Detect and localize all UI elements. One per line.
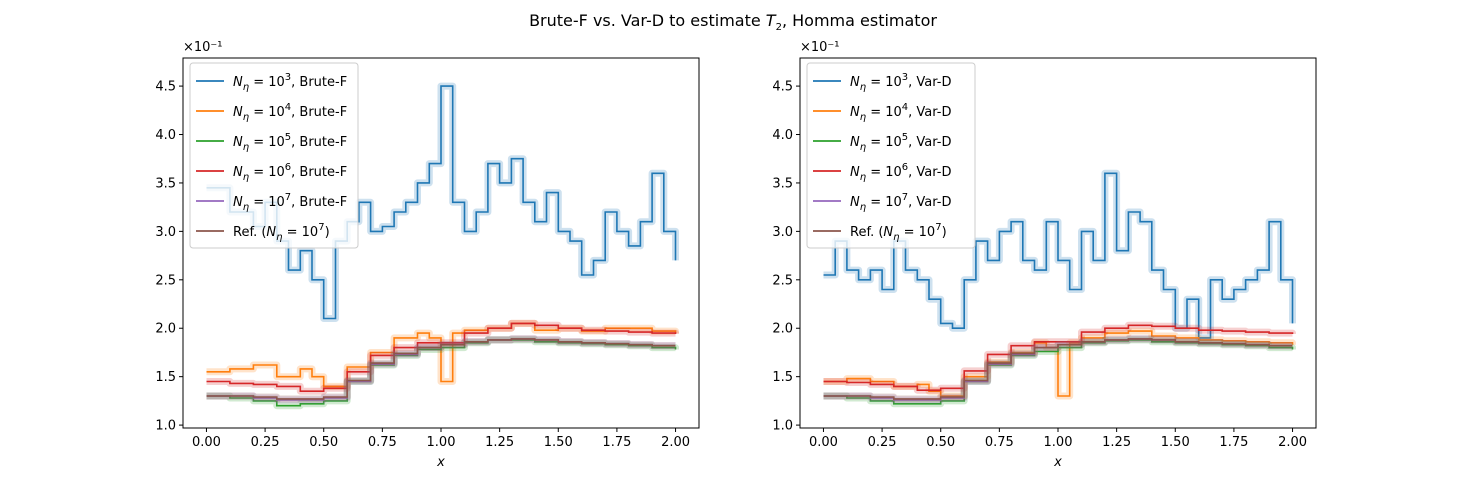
x-tick-label: 0.00 <box>192 435 221 450</box>
x-tick-label: 1.50 <box>544 435 573 450</box>
legend-entry-1e6: Nη = 106, Brute-F <box>233 162 347 183</box>
y-tick-label: 3.0 <box>772 225 793 240</box>
y-offset-text: ×10⁻¹ <box>183 40 223 55</box>
legend-entry-1e7: Nη = 107, Var-D <box>850 192 952 213</box>
legend-entry-ref: Ref. (Nη = 107) <box>850 222 947 243</box>
legend-entry-1e7: Nη = 107, Brute-F <box>233 192 347 213</box>
series-1e6-line <box>823 324 1294 391</box>
x-tick-label: 0.75 <box>985 435 1014 450</box>
legend-entry-1e3: Nη = 103, Var-D <box>850 72 952 93</box>
y-tick-label: 2.5 <box>155 273 176 288</box>
y-tick-label: 2.0 <box>155 322 176 337</box>
y-tick-label: 4.0 <box>772 128 793 143</box>
series-ref-line <box>823 338 1293 400</box>
x-tick-label: 0.25 <box>251 435 280 450</box>
left-subplot: 0.00 0.25 0.50 0.75 1.00 1.25 1.50 1.75 2.00 1.0 1… <box>155 40 700 470</box>
legend-entry-1e6: Nη = 106, Var-D <box>850 162 952 183</box>
y-tick-label: 1.0 <box>772 419 793 434</box>
y-tick-label: 1.5 <box>155 370 176 385</box>
legend-entry-1e4: Nη = 104, Var-D <box>850 102 952 123</box>
legend: Nη = 103, Brute-F Nη = 104, Brute-F Nη = 1… <box>189 62 359 249</box>
y-offset-text: ×10⁻¹ <box>800 40 840 55</box>
x-tick-label: 0.25 <box>868 435 897 450</box>
figure-title: Brute-F vs. Var-D to estimate T2, Homma … <box>529 11 937 33</box>
legend-entry-1e3: Nη = 103, Brute-F <box>233 72 347 93</box>
x-tick-label: 1.50 <box>1161 435 1190 450</box>
y-tick-label: 3.5 <box>155 176 176 191</box>
series-1e3-line <box>206 85 677 320</box>
legend-entry-1e4: Nη = 104, Brute-F <box>233 102 347 123</box>
x-tick-label: 1.00 <box>1044 435 1073 450</box>
plot-area <box>206 82 679 410</box>
series-ref-line <box>206 338 676 400</box>
y-tick-label: 3.5 <box>772 176 793 191</box>
series-1e6-line <box>206 322 677 392</box>
y-tick-label: 1.5 <box>772 370 793 385</box>
y-tick-label: 2.0 <box>772 322 793 337</box>
y-tick-label: 4.0 <box>155 128 176 143</box>
x-tick-label: 1.25 <box>1102 435 1131 450</box>
legend-entry-1e5: Nη = 105, Var-D <box>850 132 952 153</box>
x-tick-label: 0.00 <box>809 435 838 450</box>
x-tick-label: 0.75 <box>368 435 397 450</box>
x-tick-label: 1.75 <box>602 435 631 450</box>
legend-box <box>806 62 976 249</box>
legend-entry-1e5: Nη = 105, Brute-F <box>233 132 347 153</box>
x-tick-label: 2.00 <box>661 435 690 450</box>
x-tick-label: 1.75 <box>1219 435 1248 450</box>
x-axis-label: x <box>436 455 445 470</box>
x-tick-label: 2.00 <box>1278 435 1307 450</box>
y-tick-label: 4.5 <box>772 80 793 95</box>
y-tick-label: 4.5 <box>155 80 176 95</box>
y-tick-label: 2.5 <box>772 273 793 288</box>
x-tick-label: 1.25 <box>485 435 514 450</box>
right-subplot: 0.00 0.25 0.50 0.75 1.00 1.25 1.50 1.75 2.00 1.0 1… <box>772 40 1317 470</box>
legend-entry-ref: Ref. (Nη = 107) <box>233 222 330 243</box>
x-tick-label: 0.50 <box>309 435 338 450</box>
legend: Nη = 103, Var-D Nη = 104, Var-D Nη = 105, … <box>806 62 976 249</box>
x-axis-label: x <box>1053 455 1062 470</box>
plot-area <box>823 169 1296 408</box>
x-tick-label: 0.50 <box>926 435 955 450</box>
y-tick-label: 1.0 <box>155 419 176 434</box>
legend-box <box>189 62 359 249</box>
series-1e3-line <box>823 172 1294 339</box>
y-tick-label: 3.0 <box>155 225 176 240</box>
x-tick-label: 1.00 <box>427 435 456 450</box>
